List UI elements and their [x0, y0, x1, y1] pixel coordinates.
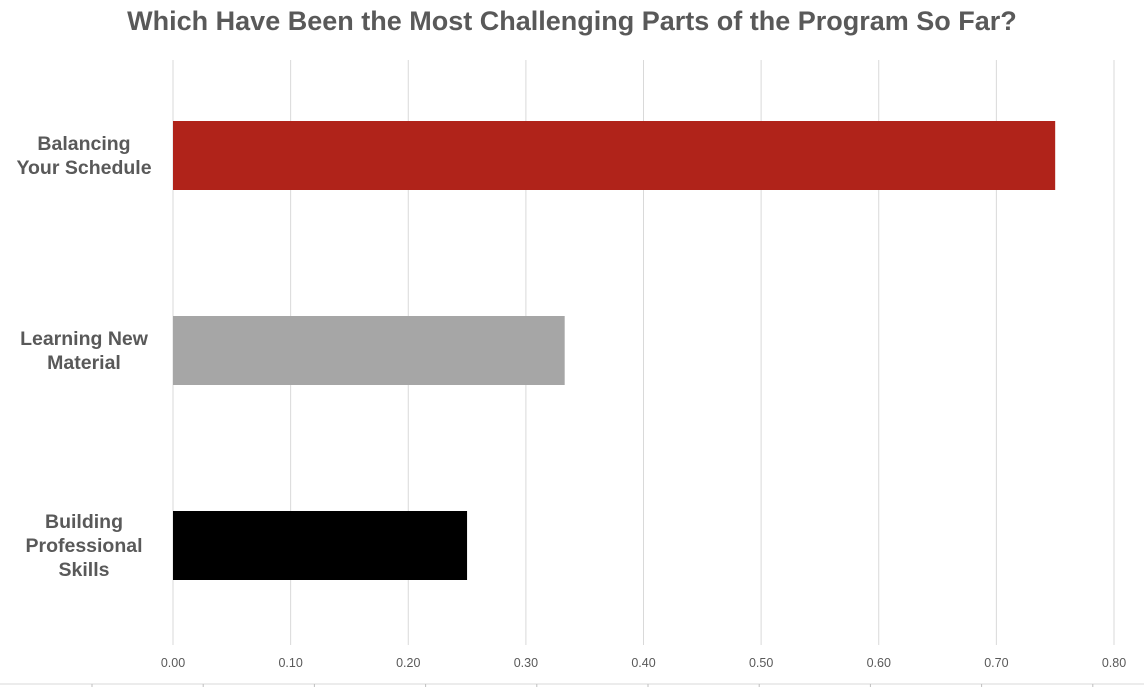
chart-title: Which Have Been the Most Challenging Par… [127, 6, 1017, 36]
category-label: Building Professional Skills [25, 510, 143, 581]
x-tick-label: 0.20 [396, 656, 421, 670]
category-label: Learning New Material [20, 327, 148, 374]
bar [173, 316, 565, 385]
bars [173, 121, 1056, 580]
x-tick-label: 0.80 [1101, 656, 1127, 670]
category-label: Balancing Your Schedule [16, 132, 152, 179]
x-tick-label: 0.30 [513, 656, 539, 670]
x-tick-label: 0.50 [748, 656, 774, 670]
x-tick-label: 0.60 [866, 656, 891, 670]
x-tick-label: 0.10 [278, 656, 303, 670]
bar [173, 511, 468, 580]
x-tick-label: 0.40 [631, 656, 656, 670]
bar [173, 121, 1056, 190]
x-tick-label: 0.70 [984, 656, 1009, 670]
x-tick-label: 0.00 [160, 656, 186, 670]
